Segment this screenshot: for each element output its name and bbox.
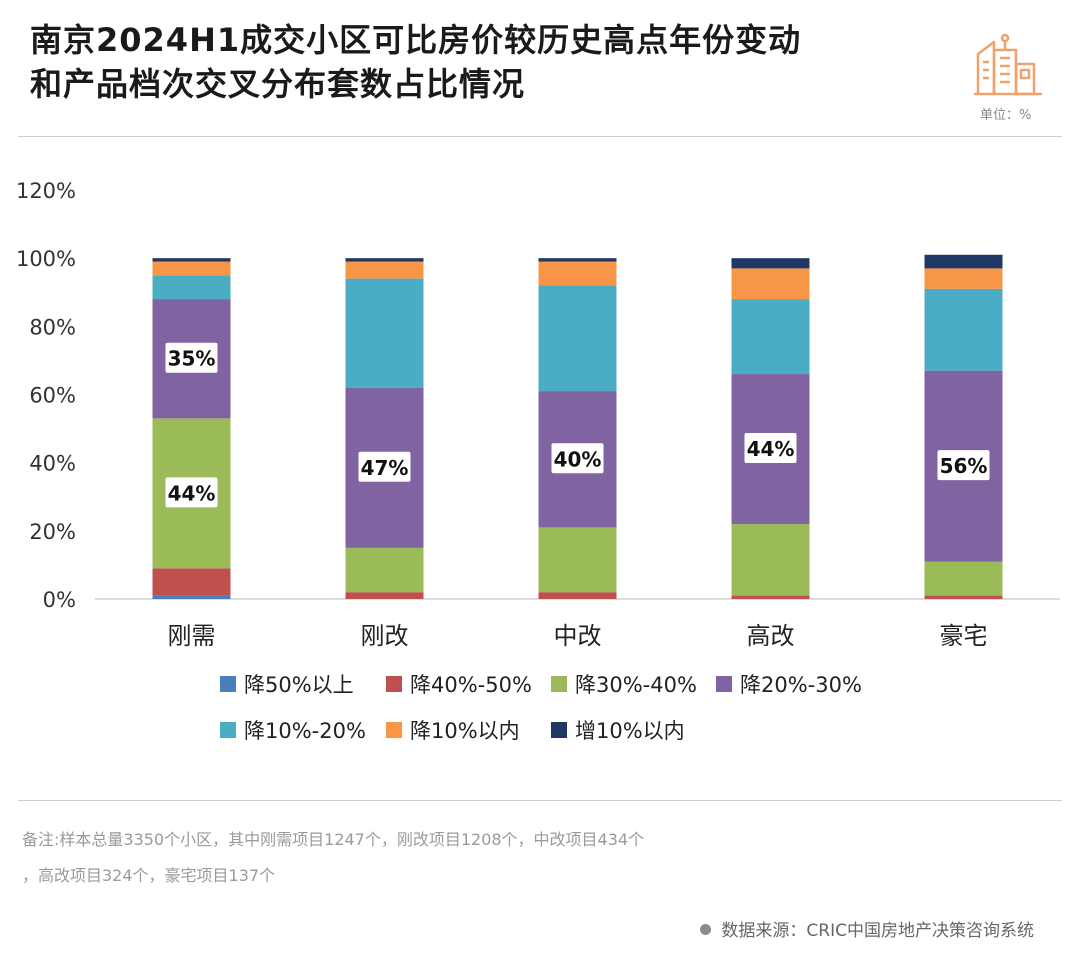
legend-swatch xyxy=(716,676,732,692)
footer-divider xyxy=(18,800,1062,801)
city-buildings-icon xyxy=(974,33,1042,96)
bar-segment xyxy=(538,261,617,286)
data-label-box xyxy=(165,477,218,508)
legend-label: 降40%-50% xyxy=(410,673,532,697)
legend-label: 降30%-40% xyxy=(575,673,697,697)
header-divider xyxy=(18,136,1062,137)
bar-segment xyxy=(924,288,1003,371)
data-label: 47% xyxy=(361,456,409,480)
bar-segment xyxy=(345,278,424,388)
bullet-dot-icon xyxy=(700,924,712,935)
bar-segment xyxy=(731,524,810,596)
bar-segment xyxy=(152,258,231,262)
bar-segment xyxy=(731,258,810,269)
bar-segment xyxy=(731,299,810,375)
bar-segment xyxy=(731,268,810,300)
legend-swatch xyxy=(220,676,236,692)
legend-label: 降10%以内 xyxy=(410,719,520,743)
y-tick-label: 100% xyxy=(16,247,76,271)
chart-title-line-2: 和产品档次交叉分布套数占比情况 xyxy=(30,65,526,103)
data-label-box xyxy=(358,451,411,482)
bar-segment xyxy=(345,592,424,599)
data-source: 数据来源：CRIC中国房地产决策咨询系统 xyxy=(700,916,1034,941)
data-label: 44% xyxy=(747,437,795,461)
y-tick-label: 120% xyxy=(16,179,76,203)
legend-swatch xyxy=(551,722,567,738)
bar-segment xyxy=(152,261,231,276)
bar-segment xyxy=(924,561,1003,596)
bar-segment xyxy=(538,285,617,392)
y-tick-label: 20% xyxy=(29,520,76,544)
unit-label: 单位：% xyxy=(980,108,1032,123)
y-tick-label: 80% xyxy=(29,315,76,339)
y-tick-label: 40% xyxy=(29,452,76,476)
chart-title: 南京2024H1成交小区可比房价较历史高点年份变动 和产品档次交叉分布套数占比情… xyxy=(30,18,950,106)
x-tick-label: 高改 xyxy=(747,622,795,650)
legend-label: 降20%-30% xyxy=(740,673,862,697)
bar-segment xyxy=(924,254,1003,269)
legend-label: 降10%-20% xyxy=(244,719,366,743)
bar-segment xyxy=(152,275,231,300)
data-label: 44% xyxy=(168,481,216,505)
legend-swatch xyxy=(386,676,402,692)
bar-segment xyxy=(345,258,424,262)
data-label-box xyxy=(551,443,604,474)
legend-label: 增10%以内 xyxy=(575,719,685,743)
legend-swatch xyxy=(220,722,236,738)
y-tick-label: 60% xyxy=(29,384,76,408)
bar-segment xyxy=(345,547,424,593)
stacked-bar-chart: 0% 20% 40% 60% 80% 100% 120% 刚需 刚改 中改 高改 豪宅 44% 35% 47… xyxy=(16,179,1060,743)
x-tick-label: 刚改 xyxy=(361,622,409,650)
bar-segment xyxy=(538,527,617,593)
x-tick-label: 豪宅 xyxy=(940,622,988,650)
data-label: 40% xyxy=(554,447,602,471)
bar-segment xyxy=(538,592,617,599)
data-label-box xyxy=(165,342,218,373)
bar-segment xyxy=(345,261,424,279)
footnote-line-2: ，高改项目324个，豪宅项目137个 xyxy=(22,866,276,885)
bar-segment xyxy=(924,268,1003,289)
data-label-box xyxy=(744,433,797,464)
x-tick-label: 刚需 xyxy=(168,622,216,650)
footnote-line-1: 备注:样本总量3350个小区，其中刚需项目1247个，刚改项目1208个，中改项… xyxy=(22,830,645,849)
footnote: 备注:样本总量3350个小区，其中刚需项目1247个，刚改项目1208个，中改项… xyxy=(22,822,922,894)
data-label-box xyxy=(937,450,990,481)
data-label: 56% xyxy=(940,454,988,478)
data-source-text: 数据来源：CRIC中国房地产决策咨询系统 xyxy=(721,921,1034,941)
chart-title-line-1: 南京2024H1成交小区可比房价较历史高点年份变动 xyxy=(30,21,802,59)
data-label: 35% xyxy=(168,347,216,371)
y-tick-label: 0% xyxy=(43,588,76,612)
bar-segment xyxy=(152,568,231,596)
legend-label: 降50%以上 xyxy=(244,673,354,697)
bar-segment xyxy=(152,595,231,599)
bar-segment xyxy=(538,258,617,262)
legend-swatch xyxy=(551,676,567,692)
bar-segment xyxy=(924,595,1003,599)
x-tick-label: 中改 xyxy=(554,622,602,650)
bar-segment xyxy=(731,595,810,599)
legend-swatch xyxy=(386,722,402,738)
